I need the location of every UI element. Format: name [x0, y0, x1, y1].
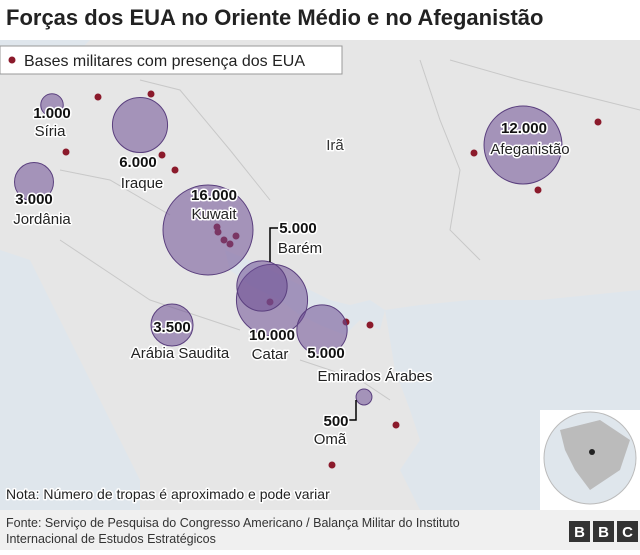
base-dot	[594, 118, 602, 126]
troop-count: 3.000	[15, 191, 53, 208]
base-dot	[147, 90, 155, 98]
legend-label: Bases militares com presença dos EUA	[24, 53, 305, 70]
base-dot	[158, 151, 166, 159]
country-label: Arábia Saudita	[131, 345, 230, 362]
bubbles	[14, 93, 563, 406]
base-dot	[62, 148, 70, 156]
inset-globe	[540, 410, 640, 510]
troop-count: 3.500	[153, 319, 191, 336]
troop-bubble	[162, 184, 254, 276]
logo-letter: B	[574, 524, 585, 541]
troop-count: 10.000	[249, 327, 295, 344]
logo-box	[569, 521, 590, 542]
legend-box	[0, 45, 343, 75]
red-sea	[0, 250, 140, 510]
troop-bubble	[111, 96, 169, 154]
base-dot	[366, 321, 374, 329]
country-label: Catar	[252, 346, 289, 363]
troop-bubble	[483, 105, 563, 185]
troop-count: 5.000	[279, 220, 317, 237]
source-line: Internacional de Estudos Estratégicos	[6, 532, 216, 546]
troop-count: 500	[323, 413, 348, 430]
troop-bubble	[150, 303, 194, 347]
base-dot	[392, 421, 400, 429]
troop-count: 1.000	[33, 105, 71, 122]
troop-bubble	[14, 162, 54, 202]
base-dot	[470, 149, 478, 157]
troop-bubble	[236, 260, 288, 312]
country-label: Afeganistão	[490, 141, 569, 158]
troop-count: 6.000	[119, 154, 157, 171]
country-label: Irã	[326, 137, 344, 154]
globe-marker	[589, 449, 595, 455]
base-dot	[534, 186, 542, 194]
logo-letter: B	[598, 524, 609, 541]
country-label: Jordânia	[13, 211, 71, 228]
country-label: Barém	[278, 240, 322, 257]
source-line: Fonte: Serviço de Pesquisa do Congresso …	[6, 516, 460, 530]
country-label: Iraque	[121, 175, 164, 192]
troop-bubble	[355, 388, 373, 406]
leader-lines	[269, 227, 357, 421]
borders	[59, 59, 640, 401]
troop-bubble	[40, 93, 64, 117]
logo-box	[593, 521, 614, 542]
base-dot	[328, 461, 336, 469]
troop-count: 5.000	[307, 345, 345, 362]
logo-letter: C	[622, 524, 633, 541]
footer	[0, 510, 640, 550]
globe-land	[560, 420, 630, 490]
troop-count: 12.000	[501, 120, 547, 137]
troop-count: 16.000	[191, 187, 237, 204]
logo-box	[617, 521, 638, 542]
legend-dot	[8, 56, 16, 64]
note: Nota: Número de tropas é aproximado e po…	[6, 486, 330, 502]
title: Forças dos EUA no Oriente Médio e no Afe…	[6, 5, 543, 30]
country-label: Emirados Árabes	[317, 368, 432, 385]
base-dot	[94, 93, 102, 101]
troop-bubble	[296, 304, 348, 356]
country-label: Omã	[314, 431, 347, 448]
country-label: Kuwait	[191, 206, 237, 223]
base-dot	[171, 166, 179, 174]
country-label: Síria	[35, 123, 67, 140]
